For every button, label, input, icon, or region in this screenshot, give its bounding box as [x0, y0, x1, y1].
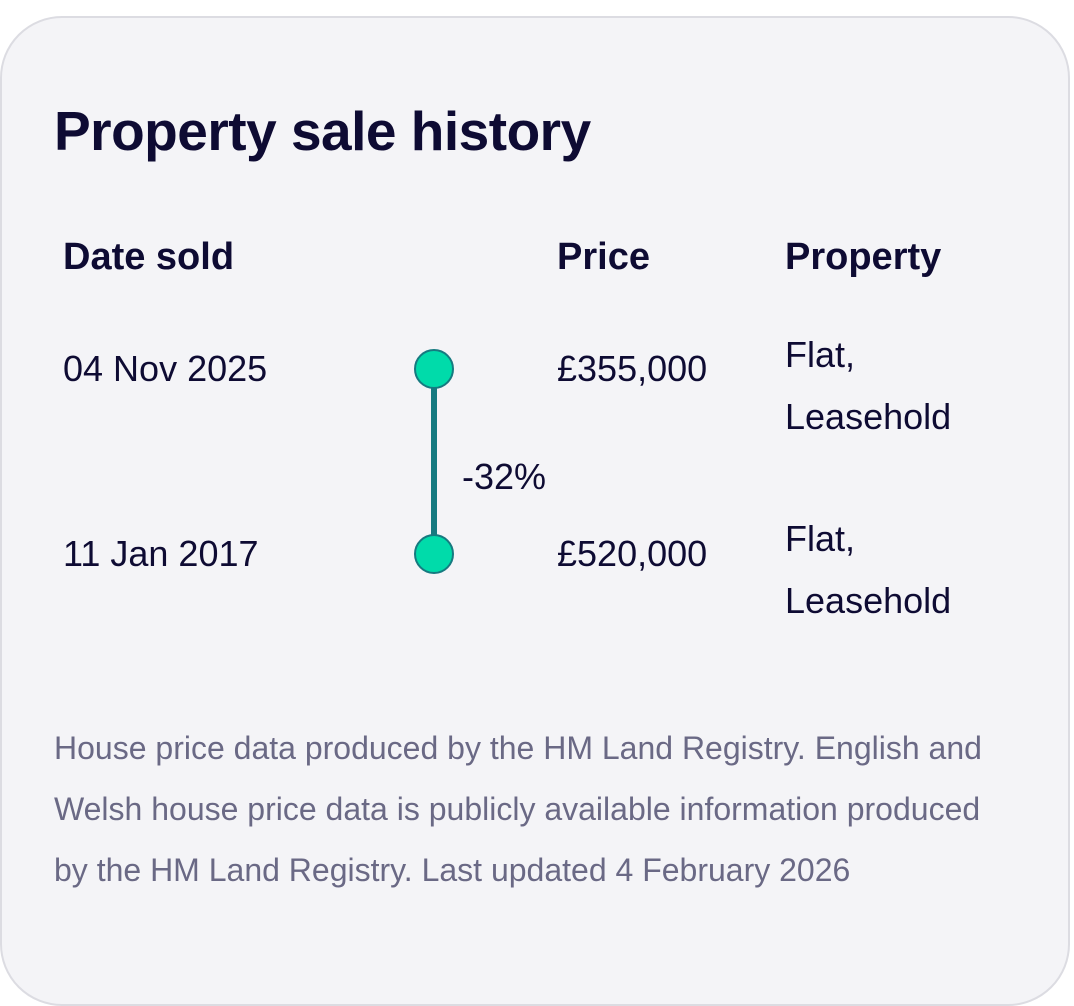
- price-header: Price: [557, 236, 650, 278]
- timeline-dot: [414, 534, 454, 574]
- property-header: Property: [785, 236, 942, 278]
- sale-price: £355,000: [557, 348, 708, 389]
- sale-date: 04 Nov 2025: [63, 348, 268, 389]
- price-change-label: -32%: [462, 456, 547, 497]
- card-title: Property sale history: [54, 100, 591, 162]
- property-type: Flat, Leasehold: [785, 334, 952, 437]
- property-type: Flat, Leasehold: [785, 518, 952, 621]
- timeline-dot: [414, 349, 454, 389]
- sale-price: £520,000: [557, 533, 708, 574]
- date-sold-header: Date sold: [63, 236, 235, 278]
- data-source-footnote: House price data produced by the HM Land…: [54, 730, 982, 888]
- sale-date: 11 Jan 2017: [63, 533, 259, 574]
- timeline-line: [431, 386, 437, 570]
- sale-history-card: Property sale history Date sold Price Pr…: [0, 16, 1070, 1006]
